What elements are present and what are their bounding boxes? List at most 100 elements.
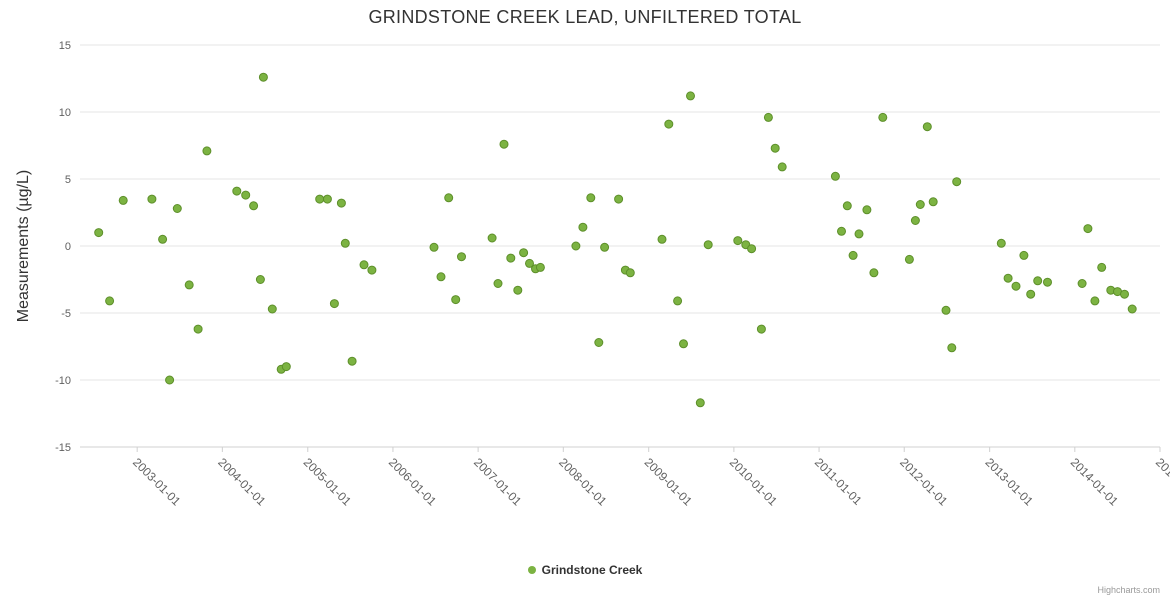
data-point[interactable] [258,72,268,82]
data-point[interactable] [733,236,743,246]
data-point[interactable] [695,398,705,408]
y-axis-label: 0 [65,241,71,253]
data-point[interactable] [1043,277,1052,287]
data-point[interactable] [506,253,516,263]
data-point[interactable] [625,268,635,278]
data-point[interactable] [910,216,920,225]
data-point[interactable] [830,171,840,181]
data-point[interactable] [359,260,369,270]
data-point[interactable] [232,186,242,196]
x-axis-label: 2009-01-01 [642,455,696,509]
data-point[interactable] [429,242,439,252]
x-axis-label: 2014-01-01 [1068,455,1122,509]
data-point[interactable] [193,324,203,334]
data-point[interactable] [1120,289,1129,299]
data-point[interactable] [600,242,610,252]
data-point[interactable] [519,248,529,258]
x-axis-label: 2012-01-01 [897,455,951,509]
data-point[interactable] [922,122,932,132]
data-point[interactable] [340,238,350,248]
x-axis-label: 2013-01-01 [983,455,1037,509]
data-point[interactable] [594,338,604,347]
data-point[interactable] [842,201,852,211]
data-point[interactable] [1083,224,1093,234]
data-point[interactable] [329,299,339,309]
data-point[interactable] [493,279,503,288]
data-point[interactable] [267,304,277,314]
data-point[interactable] [854,229,864,239]
credits-link[interactable]: Highcharts.com [1097,585,1160,595]
data-point[interactable] [1026,289,1036,299]
data-point[interactable] [996,238,1006,248]
data-point[interactable] [848,250,858,260]
y-axis-label: 10 [59,107,71,119]
data-point[interactable] [347,356,357,366]
data-point[interactable] [571,241,581,251]
data-point[interactable] [679,339,688,349]
data-point[interactable] [747,244,757,254]
data-point[interactable] [586,193,596,203]
data-point[interactable] [336,198,346,208]
data-point[interactable] [1011,281,1021,291]
data-point[interactable] [862,205,872,215]
data-point[interactable] [578,222,588,232]
y-axis-title: Measurements (µg/L) [15,169,32,323]
data-point[interactable] [147,194,157,204]
legend-item[interactable]: Grindstone Creek [0,563,1170,577]
data-point[interactable] [202,146,212,156]
data-point[interactable] [436,272,446,282]
data-point[interactable] [451,295,461,305]
data-point[interactable] [763,112,773,122]
data-point[interactable] [664,119,674,129]
data-point[interactable] [1090,296,1100,306]
data-point[interactable] [952,177,962,187]
data-point[interactable] [241,190,251,200]
data-point[interactable] [367,265,377,275]
data-point[interactable] [756,324,766,334]
data-point[interactable] [614,194,624,204]
data-point[interactable] [487,233,497,243]
data-point[interactable] [941,305,951,315]
data-point[interactable] [255,275,265,284]
data-point[interactable] [947,343,957,353]
data-point[interactable] [1097,262,1107,272]
data-point[interactable] [1019,250,1029,260]
data-point[interactable] [513,285,523,295]
x-axis-label: 2003-01-01 [130,455,184,509]
data-point[interactable] [249,201,259,211]
data-point[interactable] [525,258,534,268]
data-point[interactable] [172,204,182,213]
data-point[interactable] [657,234,667,244]
y-axis-label: -10 [55,375,71,387]
data-point[interactable] [686,91,695,101]
data-point[interactable] [1033,276,1043,286]
data-point[interactable] [915,200,925,209]
data-point[interactable] [673,296,683,306]
data-point[interactable] [1003,273,1013,283]
data-point[interactable] [457,252,466,262]
data-point[interactable] [770,143,780,153]
data-point[interactable] [535,262,545,272]
data-point[interactable] [315,194,325,204]
data-point[interactable] [94,228,104,238]
data-point[interactable] [837,226,846,236]
data-point[interactable] [118,195,128,205]
data-point[interactable] [444,193,454,203]
data-point[interactable] [928,197,938,207]
data-point[interactable] [878,112,888,122]
data-point[interactable] [703,240,713,250]
data-point[interactable] [499,139,509,149]
data-point[interactable] [105,296,115,306]
legend-marker-icon [527,566,536,574]
data-point[interactable] [322,194,332,204]
data-point[interactable] [777,162,787,172]
data-point[interactable] [165,375,175,385]
data-point[interactable] [158,234,168,244]
data-point[interactable] [1077,279,1087,288]
data-point[interactable] [904,254,914,264]
data-point[interactable] [184,280,194,290]
data-point[interactable] [281,362,291,372]
x-axis-label: 2010-01-01 [727,455,781,509]
data-point[interactable] [869,268,879,278]
data-point[interactable] [1127,304,1137,314]
